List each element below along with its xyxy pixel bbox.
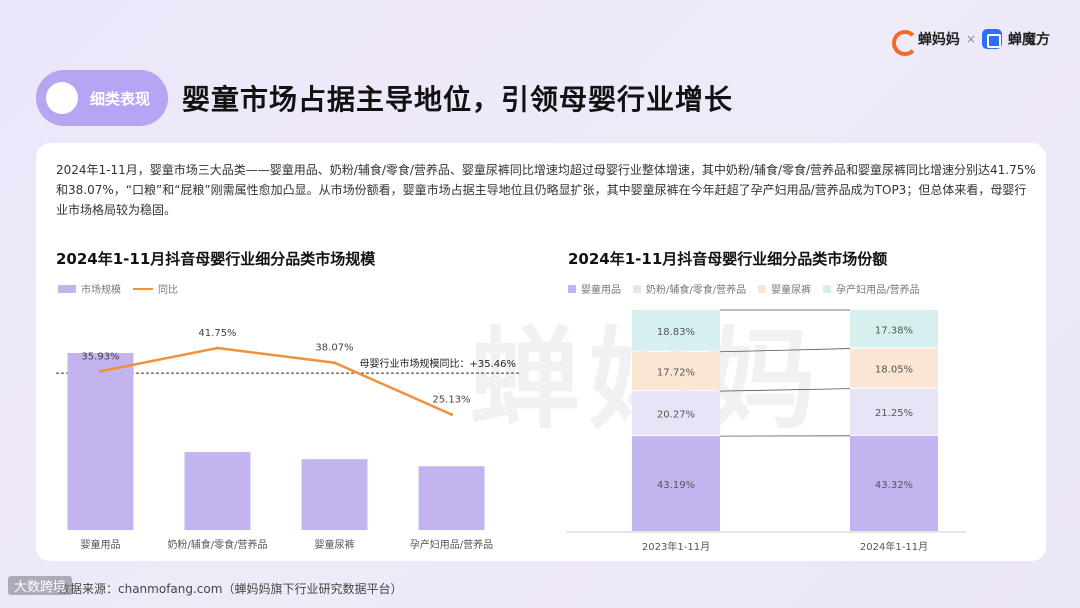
point-yoy [99, 369, 102, 373]
bar-market-size [418, 466, 485, 530]
segment-label: 43.19% [657, 480, 695, 491]
connector-line [719, 348, 851, 353]
legend-swatch [823, 284, 832, 293]
x-tick-label: 奶粉/辅食/零食/营养品 [167, 538, 267, 551]
chart2-legend: 婴童用品 奶粉/辅食/零食/营养品 婴童尿裤 孕产妇用品/营养品 [568, 281, 919, 296]
legend-swatch-bar [58, 284, 76, 293]
stack-segment [632, 436, 720, 531]
legend-item-0: 婴童用品 [568, 281, 621, 296]
stack-segment [850, 435, 938, 531]
connector-line [719, 388, 851, 392]
x-tick-label: 婴童用品 [81, 538, 121, 551]
legend-item-1: 奶粉/辅食/零食/营养品 [633, 281, 746, 296]
tag-circle-icon [46, 82, 78, 114]
line-yoy [100, 346, 453, 416]
brand-name-1: 蝉妈妈 [917, 32, 960, 48]
segment-label: 21.25% [875, 408, 913, 419]
segment-label: 17.38% [875, 325, 913, 336]
legend-swatch [633, 284, 641, 293]
market-size-chart: 母婴行业市场规模同比：+35.46% 婴童用品 奶粉/辅食/零食/营养品 婴童尿裤 孕产… [56, 328, 521, 551]
chart2-title: 2024年1-11月抖音母婴行业细分品类市场份额 [568, 250, 888, 268]
segment-label: 43.32% [875, 480, 913, 491]
chart1-legend: 市场规模 同比 [58, 281, 178, 296]
data-source: 数据来源：chanmofang.com（蝉妈妈旗下行业研究数据平台） [58, 582, 403, 596]
legend-swatch [568, 284, 576, 293]
x-tick-label: 2023年1-11月 [642, 540, 710, 553]
data-label-yoy: 38.07% [315, 343, 353, 354]
data-label-yoy: 35.93% [81, 351, 119, 362]
segment-label: 18.05% [875, 365, 913, 376]
legend-item-market-size: 市场规模 [58, 281, 121, 296]
intro-paragraph: 2024年1-11月，婴童市场三大品类——婴童用品、奶粉/辅食/零食/营养品、婴… [56, 163, 1036, 217]
corner-watermark: 大数跨境 [8, 576, 73, 595]
x-tick-label: 2024年1-11月 [860, 540, 928, 553]
data-label-yoy: 25.13% [432, 394, 470, 405]
segment-label: 18.83% [657, 327, 695, 338]
legend-swatch [758, 284, 767, 293]
brand-name-2: 蝉魔方 [1008, 32, 1050, 48]
chanmama-logo-icon [890, 28, 918, 56]
legend-label: 婴童尿裤 [771, 285, 812, 296]
chanmofang-logo-icon [982, 29, 1002, 49]
data-label-yoy: 41.75% [198, 328, 236, 339]
point-yoy [216, 346, 219, 350]
stack-segment [632, 391, 720, 436]
legend-label: 同比 [158, 285, 178, 296]
bar-market-size [67, 353, 134, 530]
brand-separator: × [965, 32, 976, 46]
legend-label: 市场规模 [81, 285, 121, 296]
section-tag: 细类表现 [36, 70, 168, 126]
stack-segment [632, 309, 720, 351]
legend-label: 奶粉/辅食/零食/营养品 [646, 285, 747, 296]
point-yoy [333, 361, 336, 365]
reference-line-label: 母婴行业市场规模同比：+35.46% [359, 357, 516, 370]
brand-logos: 蝉妈妈 × 蝉魔方 [890, 28, 1050, 56]
bar-market-size [184, 452, 251, 530]
x-tick-label: 孕产妇用品/营养品 [410, 538, 493, 551]
point-yoy [450, 412, 453, 416]
stack-segment [632, 351, 720, 391]
legend-item-yoy: 同比 [133, 281, 178, 296]
page-title: 婴童市场占据主导地位，引领母婴行业增长 [182, 83, 734, 116]
legend-swatch-line [133, 287, 153, 290]
legend-item-2: 婴童尿裤 [758, 281, 811, 296]
segment-label: 17.72% [657, 367, 695, 378]
bar-market-size [301, 459, 368, 530]
stack-segment [850, 310, 938, 348]
legend-label: 孕产妇用品/营养品 [836, 285, 920, 296]
market-share-chart: 43.19% 20.27% 17.72% 18.83% 2023年1-11月 43.32%… [566, 309, 966, 553]
tag-label: 细类表现 [90, 89, 151, 108]
chart1-title: 2024年1-11月抖音母婴行业细分品类市场规模 [56, 250, 376, 268]
x-tick-label: 婴童尿裤 [315, 538, 355, 551]
legend-label: 婴童用品 [581, 285, 621, 296]
stack-segment [850, 388, 938, 435]
legend-item-3: 孕产妇用品/营养品 [823, 281, 919, 296]
stack-segment [850, 348, 938, 388]
segment-label: 20.27% [657, 410, 695, 421]
